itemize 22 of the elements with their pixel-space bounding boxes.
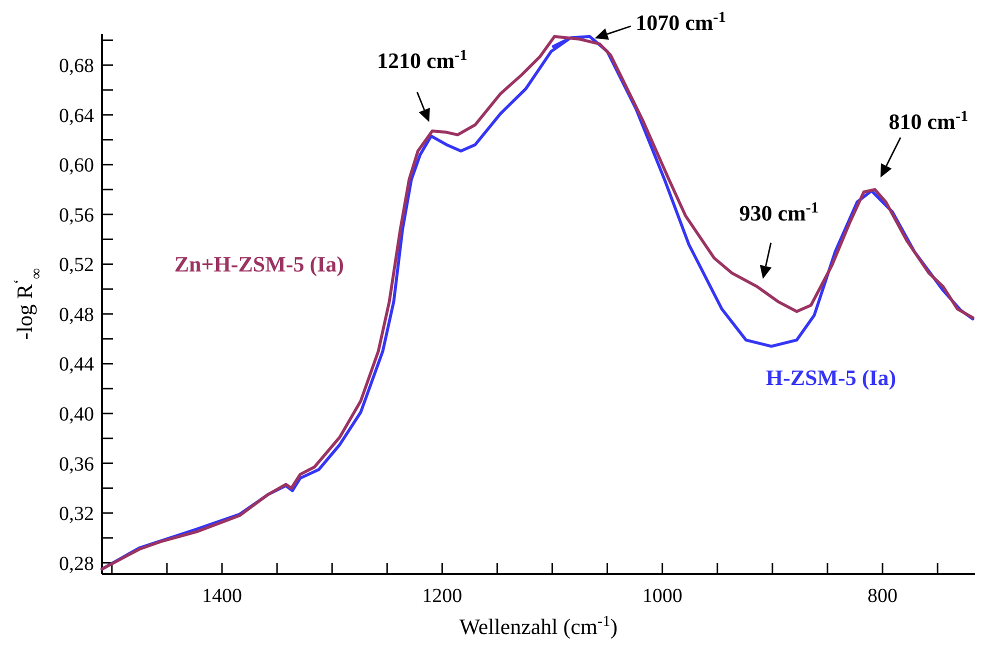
y-tick-label: 0,36: [59, 453, 94, 476]
x-tick-label: 1200: [422, 585, 462, 607]
y-tick-label: 0,40: [59, 403, 94, 426]
x-tick-label: 1400: [202, 585, 242, 607]
y-tick-label: 0,44: [59, 354, 94, 376]
x-axis-title: Wellenzahl (cm$^{-1}$): [459, 612, 618, 639]
annotation: 930 cm$^{-1}$: [739, 199, 819, 226]
annotation: 1210 cm$^{-1}$: [376, 46, 468, 73]
x-tick-label: 1000: [642, 585, 682, 607]
y-tick-label: 0,68: [59, 55, 94, 78]
y-tick-label: 0,48: [59, 304, 94, 326]
y-tick-label: 0,28: [59, 552, 94, 575]
y-tick-label: 0,32: [59, 503, 94, 526]
series-label: H-ZSM-5 (Ia): [766, 365, 896, 390]
x-tick-label: 800: [868, 585, 898, 607]
annotation: 1070 cm$^{-1}$: [636, 8, 726, 35]
annotation: 810 cm$^{-1}$: [888, 108, 968, 134]
text: Zn+H-ZSM-5 (Ia): [174, 252, 344, 277]
y-tick-label: 0,60: [59, 154, 94, 177]
y-tick-label: 0,64: [59, 104, 94, 127]
y-tick-label: 0,52: [59, 254, 94, 276]
y-tick-label: 0,56: [59, 204, 94, 226]
